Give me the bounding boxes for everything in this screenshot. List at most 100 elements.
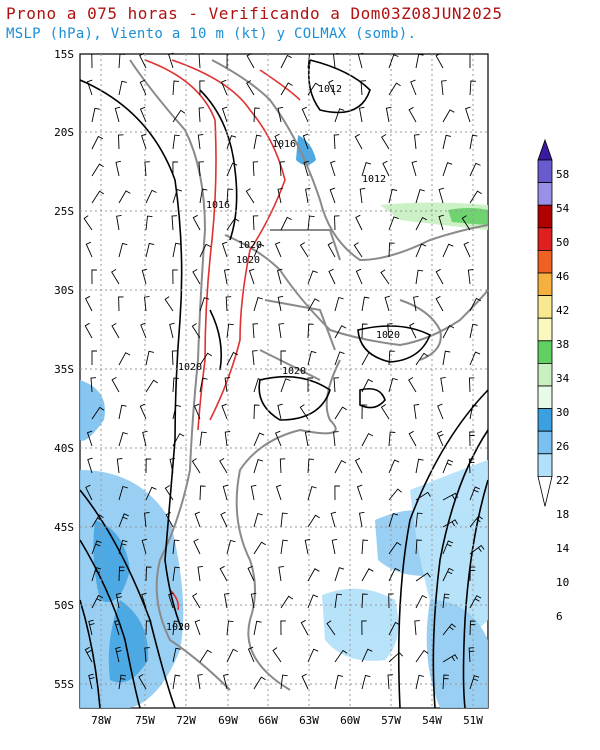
wind-barb	[172, 161, 178, 177]
wind-barb	[334, 674, 344, 690]
country-borders	[129, 59, 489, 691]
wind-barb	[169, 457, 176, 474]
wind-barb	[118, 674, 126, 690]
map-area: 1012 1012 1016 1016 1020 1020 1020 1020 …	[79, 52, 489, 709]
wind-barb	[415, 269, 424, 285]
lon-tick: 51W	[463, 714, 483, 727]
wind-barb	[442, 492, 459, 501]
wind-barb	[253, 620, 262, 636]
wind-barb	[198, 53, 205, 69]
wind-barb	[334, 406, 347, 420]
wind-barb	[384, 295, 391, 312]
wind-barb	[253, 541, 266, 555]
wind-barb	[469, 515, 483, 528]
wind-barb	[469, 134, 478, 150]
wind-barb	[278, 565, 284, 582]
wind-barb	[91, 514, 104, 528]
colorbar-label: 50	[556, 236, 569, 249]
wind-barb	[91, 107, 100, 123]
wind-barb	[141, 268, 148, 285]
wind-barb	[301, 673, 309, 690]
lon-tick: 75W	[135, 714, 155, 727]
wind-barb	[221, 106, 228, 123]
wind-barb	[118, 190, 131, 204]
wind-barb	[139, 79, 147, 96]
lat-tick: 20S	[54, 126, 74, 139]
colorbar-label: 6	[556, 610, 563, 623]
lon-tick: 72W	[176, 714, 196, 727]
wind-barb	[199, 431, 207, 447]
wind-barb	[222, 484, 229, 501]
wind-barb	[197, 673, 203, 690]
wind-barb	[145, 620, 152, 636]
wind-barb	[221, 241, 228, 258]
isobar-label: 1020	[236, 255, 260, 266]
wind-barb	[330, 160, 336, 177]
wind-barb	[307, 298, 320, 312]
wind-barb	[415, 594, 428, 609]
wind-barb	[245, 188, 255, 204]
wind-barb	[360, 80, 367, 96]
longitude-axis: 78W 75W 72W 69W 66W 63W 60W 57W 54W 51W	[91, 714, 483, 727]
wind-barb	[408, 377, 417, 393]
wind-barb	[280, 620, 286, 636]
wind-barb	[116, 214, 122, 231]
wind-barb	[118, 539, 128, 555]
wind-barb	[253, 432, 265, 447]
colorbar-swatch	[537, 159, 553, 184]
wind-barb	[91, 269, 97, 285]
wind-barb	[307, 215, 315, 231]
wind-barb	[253, 676, 266, 690]
wind-barb	[437, 403, 444, 420]
wind-barb	[277, 187, 283, 204]
wind-barb	[171, 215, 178, 231]
wind-barb	[280, 595, 294, 609]
wind-barb	[226, 135, 237, 150]
wind-barb	[388, 54, 399, 69]
map-subtitle: MSLP (hPa), Viento a 10 m (kt) y COLMAX …	[6, 26, 417, 42]
lat-tick: 55S	[54, 678, 74, 691]
wind-barb	[361, 539, 369, 555]
wind-barb	[355, 268, 363, 285]
colorbar-label: 18	[556, 508, 569, 521]
wind-barb	[469, 620, 476, 636]
colorbar-label: 30	[556, 406, 569, 419]
wind-barb	[192, 593, 201, 609]
wind-barb	[168, 592, 174, 609]
wind-barb	[463, 241, 471, 258]
lon-tick: 57W	[381, 714, 401, 727]
wind-barb	[144, 647, 150, 663]
wind-barb	[299, 404, 309, 420]
wind-barb	[253, 134, 262, 150]
wind-barb	[435, 53, 444, 69]
wind-barb	[361, 404, 368, 420]
wind-barb	[141, 538, 148, 555]
wind-barb	[415, 512, 423, 528]
wind-barb	[299, 242, 309, 258]
wind-barb	[334, 485, 340, 501]
wind-barb	[408, 106, 417, 123]
wind-barb	[415, 649, 429, 663]
lon-tick: 66W	[258, 714, 278, 727]
wind-barb	[164, 296, 174, 312]
wind-barb	[469, 566, 476, 582]
lat-tick: 30S	[54, 284, 74, 297]
wind-barb	[388, 216, 399, 231]
wind-barb	[219, 565, 228, 582]
wind-barb	[142, 430, 148, 447]
wind-barb	[414, 620, 420, 636]
wind-barb	[280, 216, 292, 231]
isobar-label: 1016	[272, 139, 296, 150]
wind-barb	[469, 53, 475, 68]
wind-barb	[442, 109, 455, 123]
wind-barb	[247, 565, 255, 582]
colorbar-swatch	[537, 182, 553, 206]
wind-barb	[88, 673, 95, 690]
colorbar-label: 10	[556, 576, 569, 589]
wind-barb	[145, 458, 152, 474]
wind-barb	[252, 215, 259, 231]
wind-barb	[171, 350, 178, 366]
wind-barb	[307, 350, 317, 366]
wind-barb	[280, 350, 286, 365]
wind-barb	[169, 322, 175, 339]
